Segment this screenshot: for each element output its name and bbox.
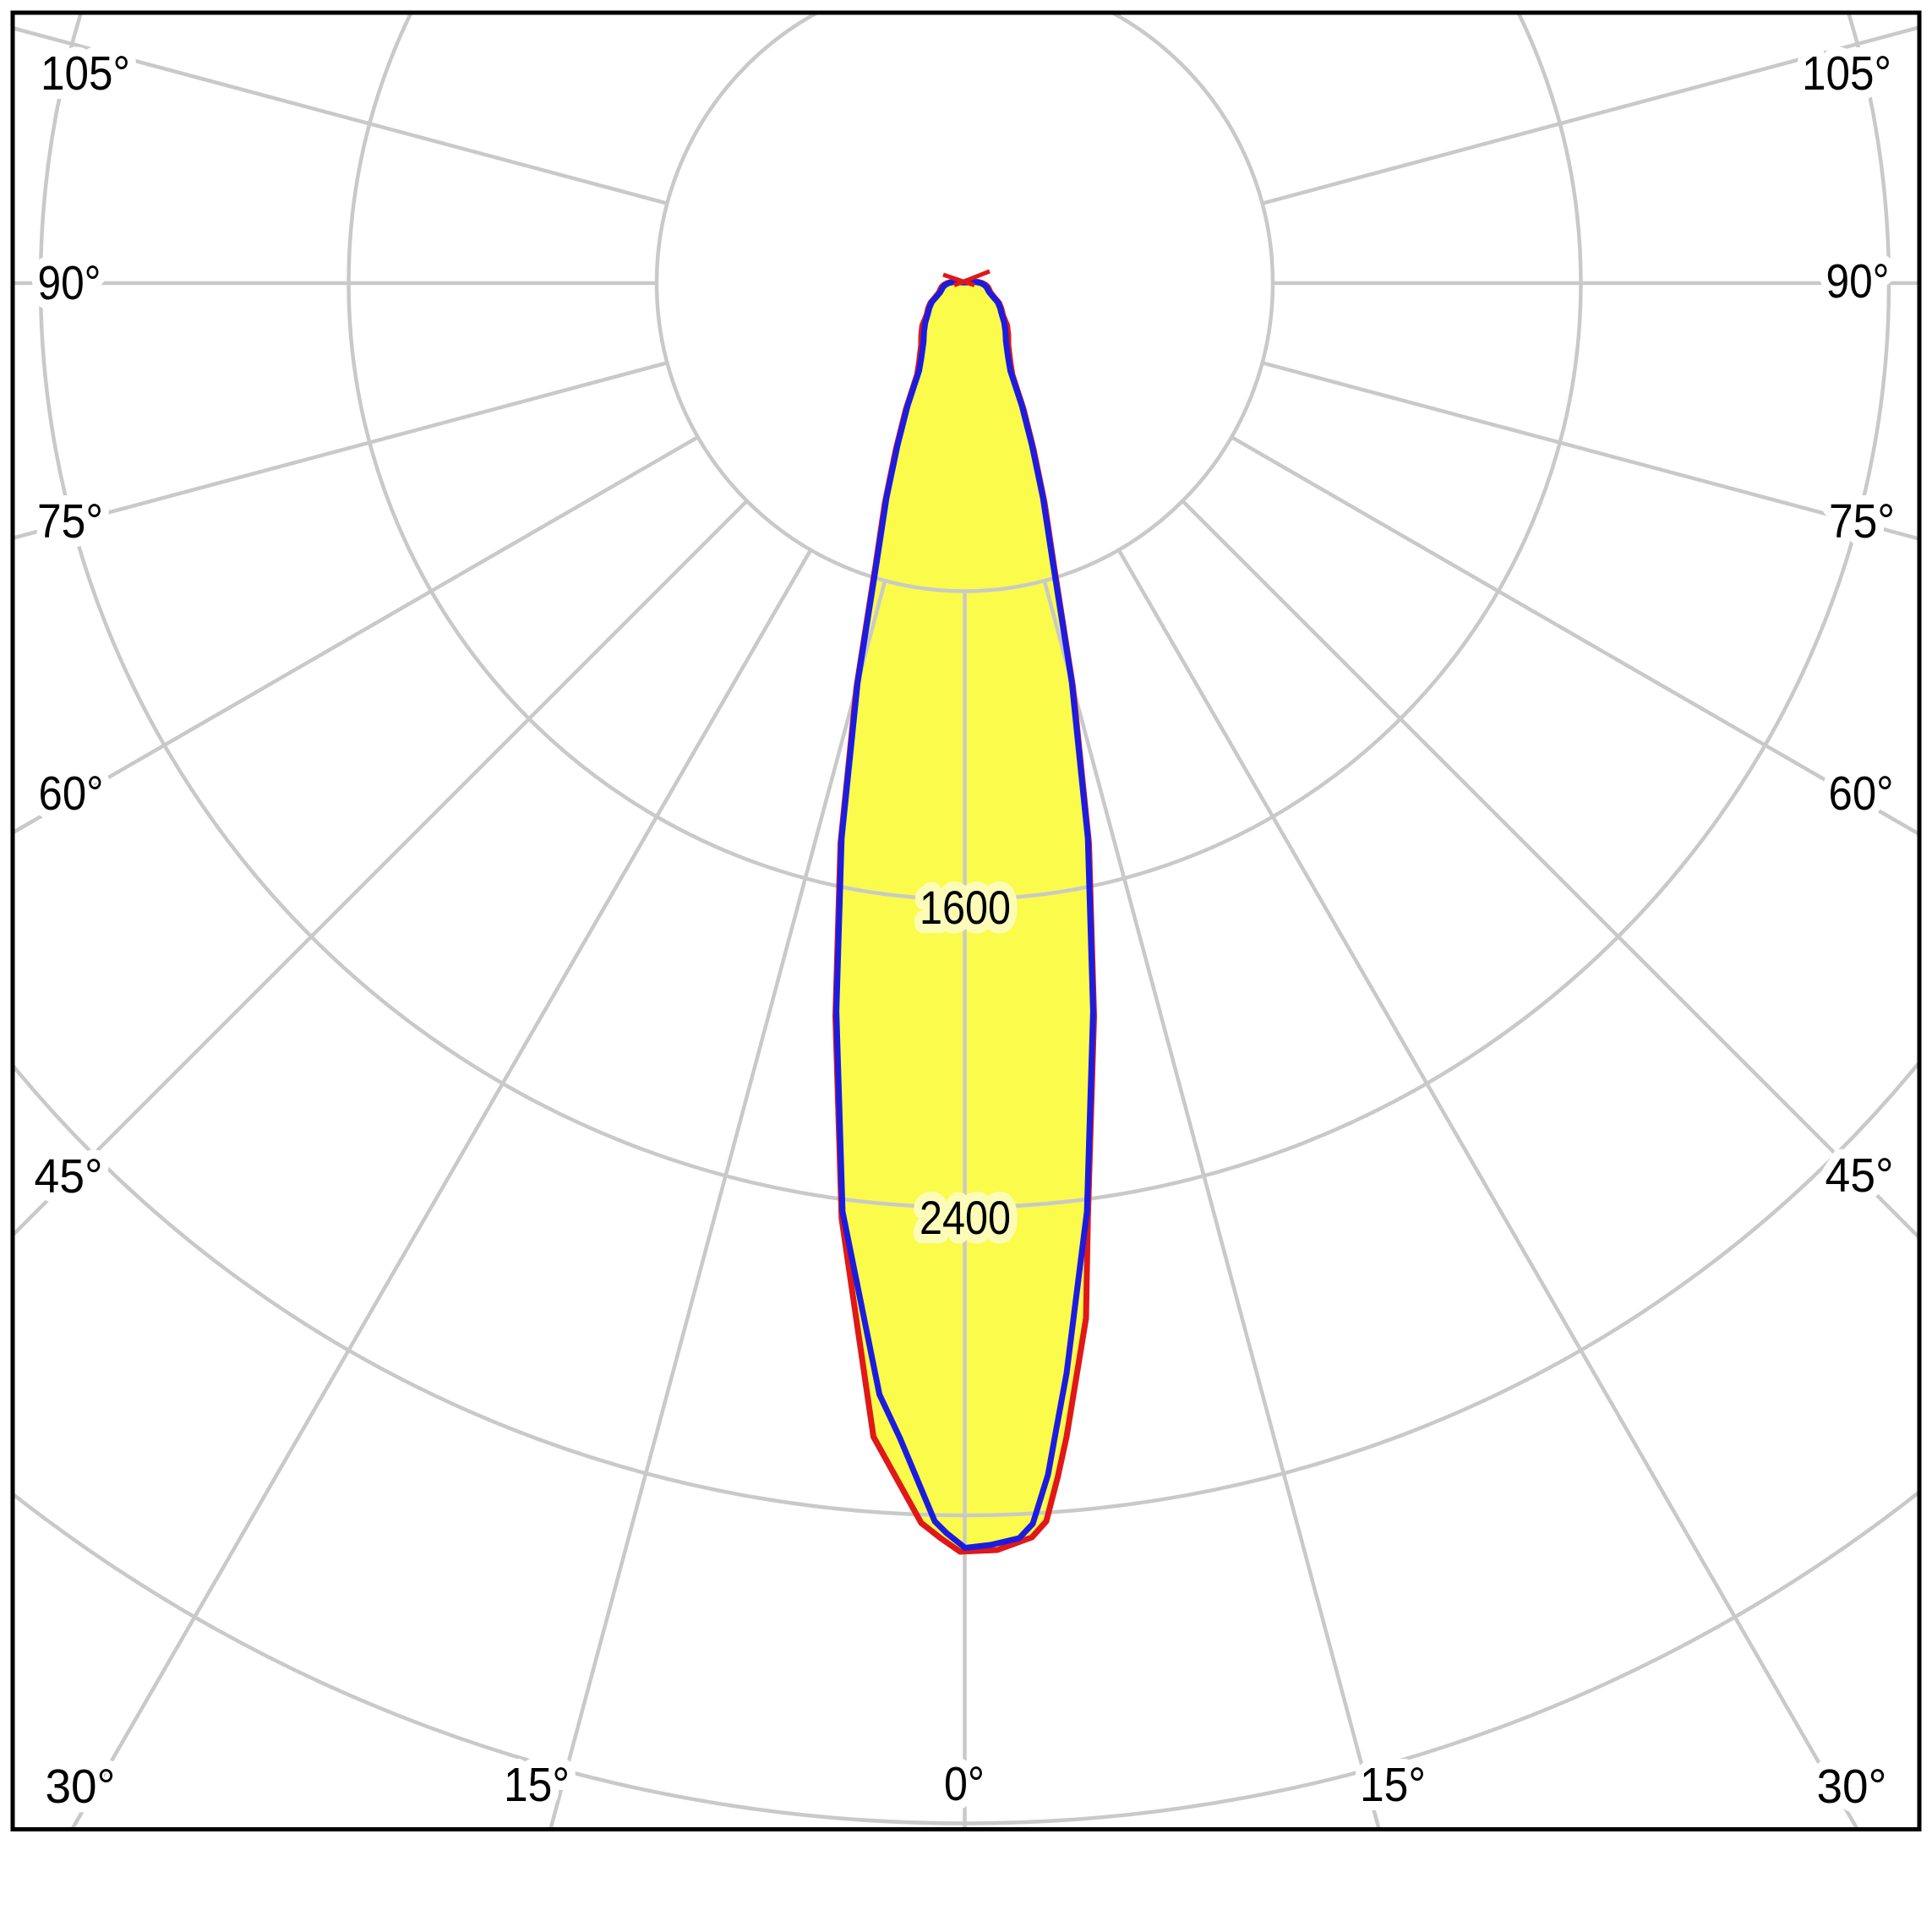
svg-text:2400: 2400 — [920, 1191, 1011, 1244]
svg-text:75°: 75° — [1829, 494, 1895, 548]
svg-text:45°: 45° — [1826, 1149, 1894, 1203]
svg-text:75°: 75° — [37, 494, 103, 548]
svg-text:60°: 60° — [1829, 767, 1894, 821]
svg-text:75°: 75° — [37, 494, 103, 548]
svg-text:105°: 105° — [41, 46, 130, 101]
svg-text:1600: 1600 — [920, 881, 1011, 934]
svg-text:90°: 90° — [38, 256, 101, 310]
svg-text:1600: 1600 — [920, 881, 1011, 934]
svg-text:30°: 30° — [1817, 1760, 1887, 1814]
svg-text:105°: 105° — [41, 46, 130, 101]
svg-text:0°: 0° — [944, 1757, 985, 1811]
svg-text:45°: 45° — [35, 1149, 103, 1203]
svg-text:15°: 15° — [1360, 1758, 1426, 1812]
svg-text:15°: 15° — [1360, 1758, 1426, 1812]
svg-text:45°: 45° — [1826, 1149, 1894, 1203]
svg-text:45°: 45° — [35, 1149, 103, 1203]
svg-text:15°: 15° — [504, 1758, 570, 1812]
svg-text:60°: 60° — [1829, 767, 1894, 821]
svg-text:30°: 30° — [1817, 1760, 1887, 1814]
svg-text:90°: 90° — [1826, 254, 1890, 308]
svg-text:105°: 105° — [1802, 46, 1891, 101]
svg-text:15°: 15° — [504, 1758, 570, 1812]
svg-text:30°: 30° — [46, 1760, 116, 1814]
svg-text:2400: 2400 — [920, 1191, 1011, 1244]
svg-text:30°: 30° — [46, 1760, 116, 1814]
svg-text:0°: 0° — [944, 1757, 985, 1811]
svg-text:60°: 60° — [39, 767, 104, 821]
svg-text:90°: 90° — [38, 256, 101, 310]
svg-text:90°: 90° — [1826, 254, 1890, 308]
svg-text:75°: 75° — [1829, 494, 1895, 548]
svg-text:60°: 60° — [39, 767, 104, 821]
svg-text:105°: 105° — [1802, 46, 1891, 101]
